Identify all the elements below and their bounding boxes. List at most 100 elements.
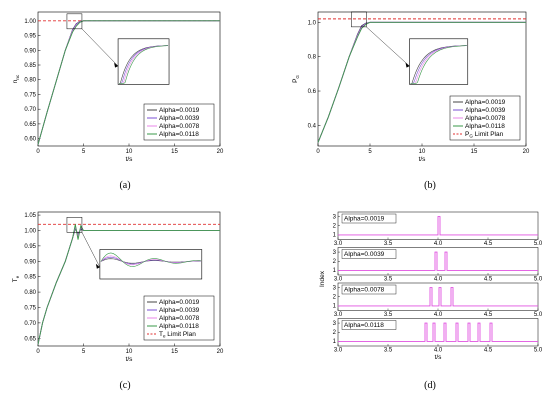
- x-axis-label: t/s: [126, 156, 134, 163]
- x-tick-label: 0: [316, 149, 320, 155]
- x-tick-label: 5: [368, 149, 372, 155]
- x-tick-label: 5: [82, 349, 86, 355]
- x-tick-label: 15: [171, 349, 178, 355]
- x-tick-label: 3.0: [334, 312, 343, 318]
- panel-d: 1 2 3 3.0 3.5 4.0 4.5 5.0 Alpha=0.0019 1 2 3 3.0 3.5 4…: [319, 211, 543, 361]
- zoom-arrowhead: [95, 263, 100, 269]
- x-tick-label: 4.5: [484, 277, 493, 283]
- subplot-label-box: [341, 320, 397, 330]
- x-tick-label: 5.0: [534, 312, 543, 318]
- y-tick-label: 0.90: [24, 48, 36, 54]
- series-line-Alpha-0-0118: [37, 20, 220, 145]
- index-subplot: 1 2 3 3.0 3.5 4.0 4.5 5.0 Alpha=0.0039: [333, 247, 543, 283]
- legend-entry: Alpha=0.0019: [159, 107, 200, 114]
- index-signal: [338, 287, 538, 307]
- legend-entry: Alpha=0.0019: [159, 299, 200, 306]
- zoom-connector: [81, 28, 119, 67]
- x-tick-label: 3.5: [384, 241, 393, 247]
- legend-entry: Alpha=0.0039: [159, 307, 200, 314]
- x-tick-label: 10: [419, 149, 426, 155]
- y-tick-label: 2: [333, 330, 337, 336]
- x-tick-label: 3.5: [384, 348, 393, 354]
- legend-limit-symbol: T: [159, 331, 163, 338]
- zoom-region-box: [66, 13, 83, 30]
- subplot-label: Alpha=0.0118: [344, 322, 384, 329]
- legend-limit-sub: G: [469, 134, 473, 139]
- subplot-label-box: [341, 284, 397, 295]
- y-tick-label: 0.65: [24, 336, 36, 342]
- x-axis-label: t/s: [126, 356, 134, 363]
- index-subplot: 1 2 3 3.0 3.5 4.0 4.5 5.0 Alpha=0.0118: [333, 318, 543, 354]
- legend-entry: Alpha=0.0039: [159, 115, 200, 122]
- x-tick-label: 4.0: [434, 277, 443, 283]
- y-tick-label: 0.6: [308, 89, 317, 95]
- x-tick-label: 5.0: [534, 348, 543, 354]
- y-tick-label: 3: [333, 250, 337, 256]
- x-tick-label: 10: [126, 349, 133, 355]
- x-tick-label: 4.5: [484, 312, 493, 318]
- y-tick-label: 0.85: [24, 275, 36, 281]
- y-axis-label-sub: G: [295, 75, 300, 79]
- index-signal: [338, 322, 538, 342]
- x-tick-label: 20: [217, 149, 224, 155]
- panel-c: 0 5 10 15 20 0.65 0.70 0.75 0.80 0.85 0.90 0.95 1.00…: [12, 211, 224, 363]
- y-tick-label: 0.95: [24, 34, 36, 40]
- y-tick-label: 0.85: [24, 63, 36, 69]
- zoom-arrowhead: [405, 62, 410, 68]
- y-tick-label: 0.70: [24, 321, 36, 327]
- legend-limit-sub: e: [163, 334, 166, 339]
- legend-entry: Alpha=0.0118: [465, 123, 505, 130]
- y-tick-label: 0.60: [24, 137, 36, 143]
- y-tick-label: 3: [333, 321, 337, 327]
- y-axis-label-main: P: [292, 79, 299, 83]
- y-axis-label-main: T: [12, 278, 19, 282]
- y-tick-label: 0.75: [24, 305, 36, 311]
- y-tick-label: 0.8: [308, 55, 317, 61]
- y-tick-label: 0.65: [24, 122, 36, 128]
- caption-b: (b): [424, 180, 436, 191]
- x-tick-label: 0: [36, 349, 40, 355]
- panel-a: 0 5 10 15 20 0.60 0.65 0.70 0.75 0.80 0.85 0.90 0.95…: [12, 11, 224, 163]
- legend-entry: Alpha=0.0019: [465, 99, 506, 106]
- x-tick-label: 3.0: [334, 348, 343, 354]
- zoom-region-box: [351, 11, 367, 28]
- subplot-label: Alpha=0.0019: [344, 216, 385, 223]
- x-tick-label: 4.5: [484, 241, 493, 247]
- y-tick-label: 0.80: [24, 290, 36, 296]
- subplot-label-box: [341, 249, 397, 259]
- caption-c: (c): [119, 380, 130, 391]
- index-subplot: 1 2 3 3.0 3.5 4.0 4.5 5.0 Alpha=0.0078: [333, 282, 543, 318]
- legend-limit-symbol: P: [465, 131, 469, 138]
- inset-series-3: [119, 45, 169, 84]
- legend-entry: Alpha=0.0078: [159, 123, 200, 130]
- x-tick-label: 4.0: [434, 312, 443, 318]
- x-tick-label: 5.0: [534, 241, 543, 247]
- x-tick-label: 4.0: [434, 241, 443, 247]
- x-tick-label: 10: [126, 149, 133, 155]
- zoom-connector: [81, 232, 101, 268]
- x-tick-label: 3.5: [384, 277, 393, 283]
- legend-entry: Alpha=0.0118: [159, 323, 199, 330]
- y-tick-label: 1.00: [24, 19, 36, 25]
- y-axis-label: Index: [319, 270, 326, 287]
- x-tick-label: 15: [471, 149, 478, 155]
- zoom-connector: [366, 26, 410, 67]
- index-subplot: 1 2 3 3.0 3.5 4.0 4.5 5.0 Alpha=0.0019: [333, 211, 543, 247]
- caption-a: (a): [119, 180, 130, 191]
- y-tick-label: 1: [333, 233, 337, 239]
- panel-b: 0 5 10 15 200.40.60.81.0t/sPGAlpha=0.0019Alp…: [292, 11, 530, 163]
- y-tick-label: 3: [333, 214, 337, 220]
- legend-entry: Alpha=0.0039: [465, 107, 506, 114]
- index-signal: [338, 216, 538, 236]
- x-tick-label: 4.5: [484, 348, 493, 354]
- y-tick-label: 1.05: [24, 213, 36, 219]
- legend-entry-limit: PG Limit Plan: [465, 131, 504, 139]
- inset-series-3: [410, 45, 467, 84]
- legend-entry: Alpha=0.0078: [159, 315, 200, 322]
- x-tick-label: 20: [523, 149, 530, 155]
- x-axis-label: t/s: [435, 354, 443, 361]
- y-tick-label: 1: [333, 339, 337, 345]
- y-tick-label: 3: [333, 285, 337, 291]
- y-axis-label: nnc: [12, 74, 20, 83]
